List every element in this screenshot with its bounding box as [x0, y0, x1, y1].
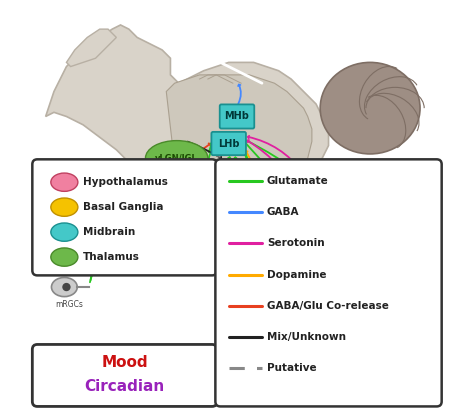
Text: EP: EP	[102, 180, 118, 190]
Ellipse shape	[62, 283, 71, 291]
Ellipse shape	[265, 209, 300, 240]
Text: MHb: MHb	[225, 111, 249, 121]
Polygon shape	[46, 25, 328, 258]
Ellipse shape	[51, 173, 78, 191]
Ellipse shape	[220, 239, 254, 268]
Text: Thalamus: Thalamus	[83, 252, 140, 262]
FancyBboxPatch shape	[32, 344, 217, 406]
Ellipse shape	[51, 198, 78, 216]
Text: Putative: Putative	[267, 363, 317, 373]
Text: LHb: LHb	[218, 139, 239, 149]
Text: RMTg: RMTg	[296, 249, 328, 259]
Text: GABA/Glu Co-release: GABA/Glu Co-release	[267, 301, 389, 311]
Text: Dopamine: Dopamine	[267, 270, 327, 280]
Text: Glutamate: Glutamate	[267, 176, 328, 186]
Ellipse shape	[52, 277, 77, 297]
Text: vLGN/IGL: vLGN/IGL	[155, 154, 198, 163]
Polygon shape	[66, 29, 116, 67]
Text: Serotonin: Serotonin	[267, 238, 325, 248]
Text: mRGCs: mRGCs	[55, 300, 83, 309]
Ellipse shape	[198, 208, 238, 241]
Ellipse shape	[51, 223, 78, 241]
Text: Mood: Mood	[101, 355, 148, 370]
Text: VTA: VTA	[272, 220, 293, 230]
Text: DMH: DMH	[205, 220, 231, 230]
Text: Hypothalamus: Hypothalamus	[83, 177, 168, 187]
Ellipse shape	[320, 62, 420, 154]
FancyBboxPatch shape	[32, 159, 217, 275]
FancyBboxPatch shape	[220, 104, 254, 129]
Ellipse shape	[304, 195, 336, 221]
Text: Midbrain: Midbrain	[83, 227, 136, 237]
Text: MR: MR	[311, 203, 329, 213]
Text: Basal Ganglia: Basal Ganglia	[83, 202, 164, 212]
Text: SCN: SCN	[140, 220, 163, 230]
Ellipse shape	[146, 141, 208, 176]
Text: Circadian: Circadian	[84, 379, 165, 394]
Ellipse shape	[290, 238, 334, 270]
Ellipse shape	[134, 209, 169, 240]
Text: DR: DR	[312, 174, 328, 184]
Text: GABA: GABA	[267, 207, 300, 217]
Polygon shape	[166, 75, 312, 266]
Ellipse shape	[51, 248, 78, 266]
Ellipse shape	[304, 166, 336, 192]
FancyBboxPatch shape	[215, 159, 442, 406]
Ellipse shape	[90, 168, 130, 202]
Text: LH: LH	[230, 249, 244, 259]
FancyBboxPatch shape	[211, 132, 246, 155]
Text: Mix/Unknown: Mix/Unknown	[267, 332, 346, 342]
